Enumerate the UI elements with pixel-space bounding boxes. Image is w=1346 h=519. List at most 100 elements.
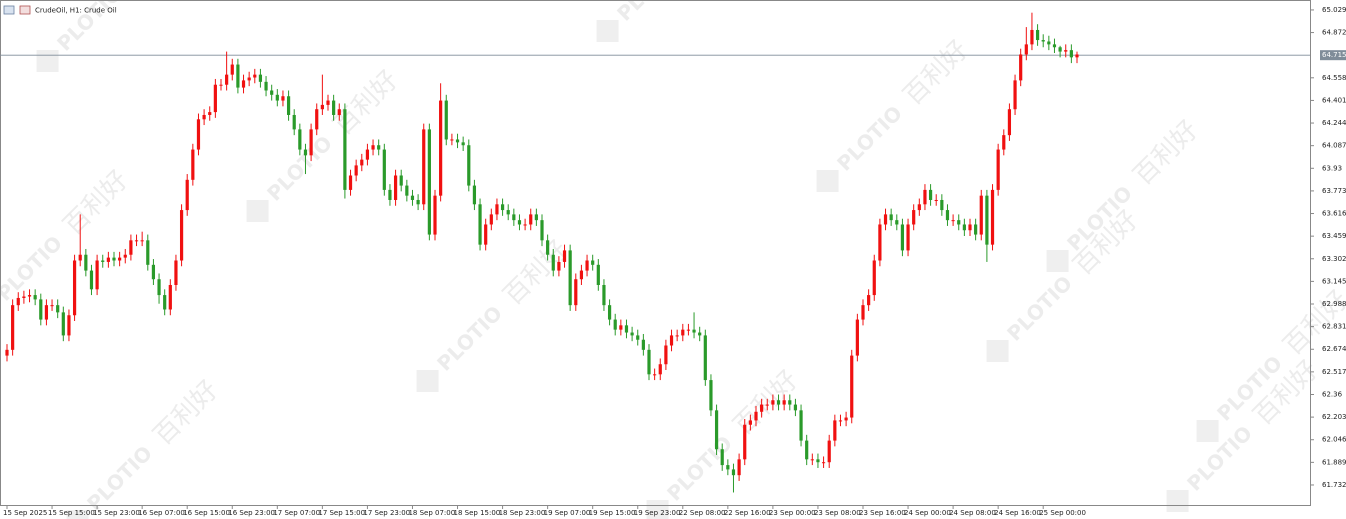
candle-body <box>157 279 161 296</box>
x-tick-label: 24 Sep 00:00 <box>904 509 951 517</box>
candle-body <box>591 260 595 265</box>
candle-body <box>298 129 302 150</box>
candle-body <box>850 355 854 418</box>
last-price-box <box>1320 50 1346 61</box>
watermark-logo <box>596 20 619 43</box>
last-price-label: 64.715 <box>1322 51 1346 59</box>
watermark-text: 百利好 <box>898 35 974 111</box>
candle-body <box>703 335 707 381</box>
y-tick-label: 62.36 <box>1322 390 1343 398</box>
watermark-logo <box>1166 490 1189 513</box>
candle-body <box>27 295 32 297</box>
candle-body <box>810 459 814 461</box>
candle-body <box>129 240 133 255</box>
candle-body <box>692 329 696 333</box>
candle-body <box>557 261 561 271</box>
candle-body <box>636 335 640 340</box>
watermark-brand: PLOTIO <box>1002 271 1077 346</box>
x-tick-label: 23 Sep 00:00 <box>769 509 816 517</box>
watermark-logo <box>986 340 1009 363</box>
candle-body <box>996 149 1000 190</box>
candle-body <box>512 214 516 221</box>
candle-body <box>1024 44 1028 55</box>
candle-body <box>883 214 888 225</box>
candle-body <box>393 175 398 200</box>
x-tick-label: 23 Sep 16:00 <box>859 509 906 517</box>
candle-body <box>754 411 758 421</box>
candle-body <box>1019 54 1023 81</box>
x-tick-label: 22 Sep 08:00 <box>679 509 726 517</box>
candle-body <box>1069 50 1073 58</box>
watermark-logo <box>1196 420 1219 443</box>
candle-body <box>5 349 9 356</box>
watermark-brand: PLOTIO <box>82 441 157 516</box>
x-tick-label: 22 Sep 16:00 <box>724 509 771 517</box>
candle-body <box>985 195 989 245</box>
y-tick-label: 62.046 <box>1322 436 1346 444</box>
x-tick-label: 17 Sep 07:00 <box>273 509 320 517</box>
candle-body <box>489 214 493 225</box>
candle-body <box>208 112 212 115</box>
candle-body <box>1013 80 1017 110</box>
candle-body <box>264 81 268 91</box>
candle-body <box>78 254 82 261</box>
y-tick-label: 64.244 <box>1322 119 1346 127</box>
candle-body <box>50 305 54 307</box>
candle-body <box>405 185 409 196</box>
candle-body <box>360 159 364 166</box>
candle-body <box>467 145 471 186</box>
candle-body <box>444 100 448 140</box>
candle-body <box>529 214 533 225</box>
candle-body <box>1002 135 1006 150</box>
candle-body <box>833 420 837 441</box>
candle-body <box>281 96 285 101</box>
candle-body <box>782 400 786 405</box>
candle-body <box>827 440 831 463</box>
y-tick-label: 62.203 <box>1322 413 1346 421</box>
candle-body <box>286 96 291 115</box>
candle-body <box>399 175 403 186</box>
plot-frame <box>0 0 1311 506</box>
candle-body <box>241 80 246 88</box>
candle-body <box>551 254 555 271</box>
candle-body <box>855 319 859 356</box>
candle-body <box>585 260 589 271</box>
candle-body <box>1052 44 1057 48</box>
candle-body <box>1035 29 1040 41</box>
y-tick-label: 62.674 <box>1322 345 1346 353</box>
candle-body <box>1007 109 1012 136</box>
candle-body <box>867 295 871 306</box>
candle-body <box>455 139 460 143</box>
candle-body <box>743 424 747 460</box>
x-tick-label: 16 Sep 07:00 <box>138 509 185 517</box>
candle-body <box>168 284 172 310</box>
candle-body <box>923 189 927 205</box>
y-tick-label: 63.773 <box>1322 187 1346 195</box>
candle-body <box>472 185 477 205</box>
candle-body <box>315 109 319 130</box>
candle-body <box>878 224 882 261</box>
candle-body <box>39 299 43 320</box>
y-tick-label: 62.988 <box>1322 300 1346 308</box>
x-tick-label: 19 Sep 07:00 <box>544 509 591 517</box>
candle-body <box>202 114 206 120</box>
y-tick-label: 65.029 <box>1322 6 1346 14</box>
candle-body <box>179 210 184 261</box>
candle-body <box>613 319 617 330</box>
candle-body <box>422 129 426 205</box>
candle-body <box>174 260 178 285</box>
candle-body <box>607 305 612 320</box>
candle-body <box>962 224 966 231</box>
candle-body <box>219 84 223 86</box>
candle-body <box>439 100 443 196</box>
watermark-text: 百利好 <box>148 375 224 451</box>
